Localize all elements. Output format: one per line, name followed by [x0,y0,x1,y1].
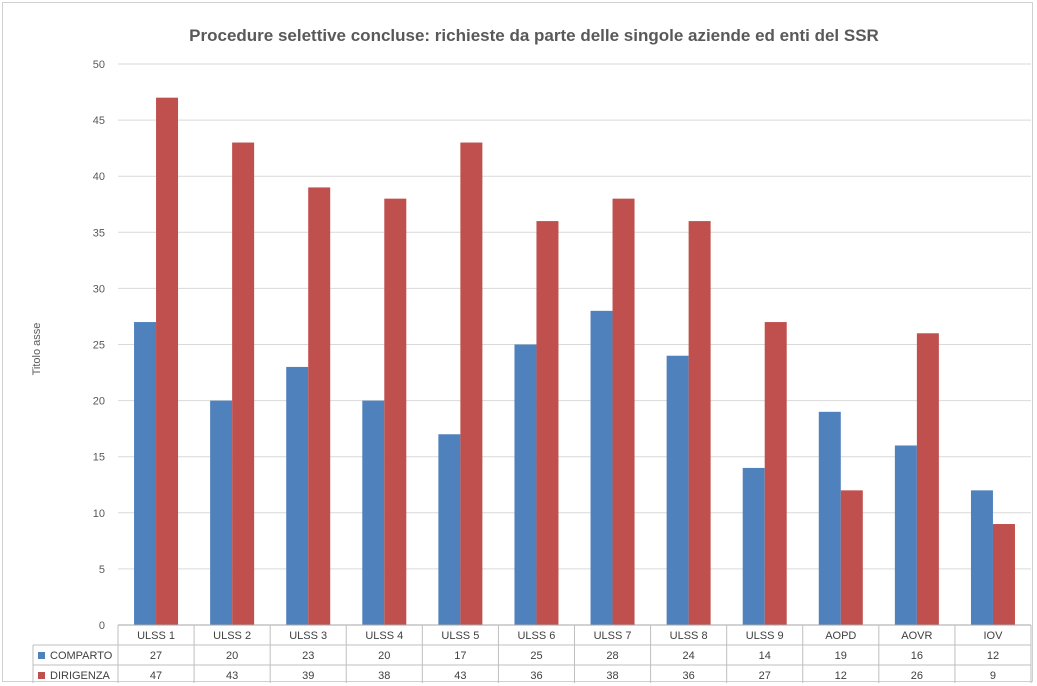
bar-dirigenza-ulss-8 [688,221,711,625]
bar-comparto-ulss-3 [286,366,309,625]
x-tick-label: ULSS 2 [213,630,251,642]
data-label-dirigenza: 38 [378,670,390,682]
data-label-comparto: 20 [378,650,390,662]
y-tick-label: 0 [99,620,105,632]
data-label-comparto: 17 [454,650,466,662]
x-tick-label: AOVR [901,630,932,642]
x-tick-label: ULSS 9 [746,630,784,642]
y-tick-label: 5 [99,564,105,576]
data-label-dirigenza: 39 [302,670,314,682]
y-tick-label: 30 [93,283,105,295]
bar-comparto-ulss-4 [362,400,385,625]
bar-comparto-aovr [894,445,917,625]
legend-label-comparto: COMPARTO [50,650,113,662]
data-label-comparto: 23 [302,650,314,662]
data-label-dirigenza: 36 [530,670,542,682]
data-label-dirigenza: 36 [683,670,695,682]
bar-dirigenza-iov [992,524,1015,625]
y-tick-label: 35 [93,227,105,239]
bar-comparto-aopd [818,411,841,625]
data-label-comparto: 19 [835,650,847,662]
y-axis-title: Titolo asse [31,323,43,376]
x-tick-label: ULSS 8 [670,630,708,642]
bar-dirigenza-ulss-1 [156,97,179,625]
y-axis-ticks: 0 5 10 15 20 25 30 35 40 45 50 [93,59,105,632]
bar-dirigenza-ulss-4 [384,198,407,625]
y-tick-label: 50 [93,59,105,71]
bar-dirigenza-ulss-9 [764,322,787,625]
data-label-comparto: 20 [226,650,238,662]
x-tick-label: ULSS 6 [517,630,555,642]
bar-dirigenza-ulss-3 [308,187,331,626]
bar-chart: Procedure selettive concluse: richieste … [31,26,1032,683]
x-tick-label: ULSS 1 [137,630,175,642]
data-label-dirigenza: 9 [990,670,996,682]
data-label-comparto: 14 [759,650,771,662]
data-label-comparto: 27 [150,650,162,662]
bar-dirigenza-aovr [916,333,939,625]
x-tick-label: ULSS 7 [594,630,632,642]
y-tick-label: 40 [93,171,105,183]
data-label-dirigenza: 12 [835,670,847,682]
x-tick-label: AOPD [825,630,856,642]
bar-comparto-ulss-9 [742,467,765,625]
bar-dirigenza-aopd [840,490,863,625]
bar-dirigenza-ulss-5 [460,142,483,626]
x-tick-label: IOV [983,630,1003,642]
y-tick-label: 15 [93,452,105,464]
x-tick-label: ULSS 4 [365,630,403,642]
data-label-dirigenza: 43 [454,670,466,682]
legend-label-dirigenza: DIRIGENZA [50,670,111,682]
x-tick-label: ULSS 3 [289,630,327,642]
bar-comparto-iov [970,490,993,625]
bar-comparto-ulss-8 [666,355,689,625]
bar-comparto-ulss-2 [210,400,233,625]
y-tick-label: 45 [93,115,105,127]
chart-title: Procedure selettive concluse: richieste … [189,26,879,45]
bar-dirigenza-ulss-2 [232,142,255,626]
data-label-dirigenza: 38 [606,670,618,682]
bars [134,97,1015,626]
data-label-dirigenza: 43 [226,670,238,682]
bar-comparto-ulss-6 [514,344,537,625]
data-table: ULSS 1 ULSS 2 ULSS 3 ULSS 4 ULSS 5 ULSS 6 ULSS… [32,624,1032,683]
data-label-dirigenza: 47 [150,670,162,682]
x-tick-label: ULSS 5 [441,630,479,642]
y-tick-label: 20 [93,396,105,408]
y-tick-label: 10 [93,508,105,520]
y-tick-label: 25 [93,340,105,352]
bar-comparto-ulss-5 [438,434,461,625]
data-label-comparto: 16 [911,650,923,662]
data-label-comparto: 28 [606,650,618,662]
data-label-comparto: 24 [683,650,695,662]
bar-comparto-ulss-7 [590,310,613,625]
data-label-dirigenza: 26 [911,670,923,682]
bar-comparto-ulss-1 [134,322,157,625]
bar-dirigenza-ulss-6 [536,221,559,625]
bar-dirigenza-ulss-7 [612,198,635,625]
data-label-comparto: 12 [987,650,999,662]
gridlines [118,63,1031,570]
legend-key-comparto [38,652,45,659]
data-label-dirigenza: 27 [759,670,771,682]
legend-key-dirigenza [38,672,45,679]
data-label-comparto: 25 [530,650,542,662]
